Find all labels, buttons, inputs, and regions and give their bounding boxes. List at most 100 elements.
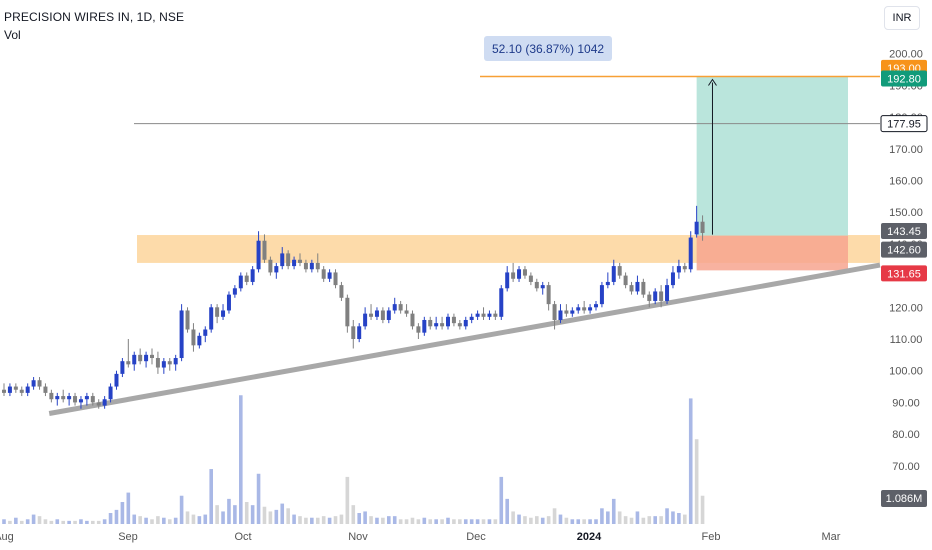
candle-body[interactable]	[144, 354, 149, 362]
candle-body[interactable]	[540, 285, 545, 289]
candle-body[interactable]	[641, 281, 646, 295]
candle-body[interactable]	[528, 275, 533, 282]
candle-body[interactable]	[132, 354, 137, 365]
candle-body[interactable]	[150, 354, 154, 359]
currency-button[interactable]: INR	[884, 6, 920, 30]
candle-body[interactable]	[167, 361, 172, 365]
candle-body[interactable]	[114, 373, 119, 387]
volume-indicator-label[interactable]: Vol	[4, 28, 21, 42]
candle-body[interactable]	[463, 319, 468, 327]
candle-body[interactable]	[31, 380, 36, 387]
candle-body[interactable]	[594, 304, 598, 308]
candle-body[interactable]	[126, 361, 131, 365]
candle-body[interactable]	[345, 297, 350, 327]
candle-body[interactable]	[179, 310, 184, 359]
candle-body[interactable]	[90, 396, 95, 403]
candle-body[interactable]	[410, 313, 415, 327]
candle-body[interactable]	[422, 319, 427, 333]
candle-body[interactable]	[522, 269, 527, 276]
candle-body[interactable]	[434, 323, 439, 327]
candle-body[interactable]	[700, 221, 705, 233]
candle-body[interactable]	[292, 259, 297, 267]
candle-body[interactable]	[280, 253, 285, 267]
candle-body[interactable]	[623, 275, 628, 286]
candle-body[interactable]	[138, 354, 143, 362]
candle-body[interactable]	[588, 307, 593, 311]
candle-body[interactable]	[215, 307, 220, 317]
candle-body[interactable]	[682, 266, 687, 270]
candle-body[interactable]	[84, 396, 89, 400]
candle-body[interactable]	[191, 329, 196, 346]
candle-body[interactable]	[357, 326, 362, 339]
candle-body[interactable]	[309, 262, 314, 270]
candle-body[interactable]	[446, 316, 450, 327]
candle-body[interactable]	[67, 396, 72, 400]
candle-body[interactable]	[161, 361, 166, 368]
candle-body[interactable]	[493, 313, 498, 317]
candle-body[interactable]	[570, 310, 575, 314]
candle-body[interactable]	[108, 386, 113, 400]
candle-body[interactable]	[226, 294, 231, 311]
candle-body[interactable]	[670, 272, 675, 286]
candle-body[interactable]	[499, 288, 504, 317]
candle-body[interactable]	[404, 310, 409, 314]
candle-body[interactable]	[576, 307, 581, 311]
candle-body[interactable]	[558, 310, 563, 320]
candle-body[interactable]	[611, 266, 616, 282]
candle-body[interactable]	[665, 285, 670, 301]
candle-body[interactable]	[43, 386, 48, 393]
candle-body[interactable]	[363, 313, 368, 327]
candle-body[interactable]	[7, 386, 12, 393]
candle-body[interactable]	[185, 310, 190, 330]
candle-body[interactable]	[298, 259, 302, 263]
candle-body[interactable]	[262, 240, 267, 260]
candle-body[interactable]	[481, 313, 486, 317]
candle-body[interactable]	[25, 386, 30, 393]
candle-body[interactable]	[487, 313, 492, 317]
candle-body[interactable]	[659, 291, 664, 301]
candle-body[interactable]	[274, 266, 279, 273]
candle-body[interactable]	[475, 313, 480, 317]
candle-body[interactable]	[374, 310, 379, 317]
candle-body[interactable]	[398, 304, 403, 311]
candle-body[interactable]	[315, 262, 320, 270]
candle-body[interactable]	[244, 275, 249, 282]
candle-body[interactable]	[605, 281, 610, 286]
candle-body[interactable]	[369, 313, 374, 317]
candle-body[interactable]	[286, 253, 291, 267]
candle-body[interactable]	[380, 310, 385, 320]
candle-body[interactable]	[221, 310, 226, 317]
candle-body[interactable]	[351, 326, 356, 339]
candle-body[interactable]	[96, 402, 101, 406]
candle-body[interactable]	[173, 358, 178, 365]
candle-body[interactable]	[653, 291, 658, 301]
candle-body[interactable]	[629, 285, 634, 292]
candle-body[interactable]	[617, 266, 622, 276]
candle-body[interactable]	[469, 316, 474, 320]
candle-body[interactable]	[534, 281, 539, 289]
candle-body[interactable]	[635, 281, 640, 292]
candle-body[interactable]	[386, 310, 391, 320]
candle-body[interactable]	[416, 326, 421, 333]
candle-body[interactable]	[676, 266, 681, 273]
candle-body[interactable]	[120, 361, 125, 374]
candle-body[interactable]	[73, 396, 78, 403]
candle-body[interactable]	[2, 389, 6, 393]
candle-body[interactable]	[694, 221, 699, 235]
candle-body[interactable]	[505, 272, 510, 289]
candle-body[interactable]	[61, 396, 66, 400]
candle-body[interactable]	[37, 380, 42, 387]
candle-body[interactable]	[599, 285, 604, 305]
candle-body[interactable]	[238, 275, 243, 289]
candle-body[interactable]	[232, 288, 237, 295]
candle-body[interactable]	[647, 294, 652, 301]
candle-body[interactable]	[428, 319, 433, 327]
candle-body[interactable]	[78, 399, 83, 403]
candle-body[interactable]	[546, 285, 551, 305]
candle-body[interactable]	[321, 269, 326, 279]
candle-body[interactable]	[155, 358, 160, 368]
candle-body[interactable]	[55, 396, 60, 400]
candle-body[interactable]	[392, 304, 397, 311]
candle-body[interactable]	[688, 237, 693, 270]
